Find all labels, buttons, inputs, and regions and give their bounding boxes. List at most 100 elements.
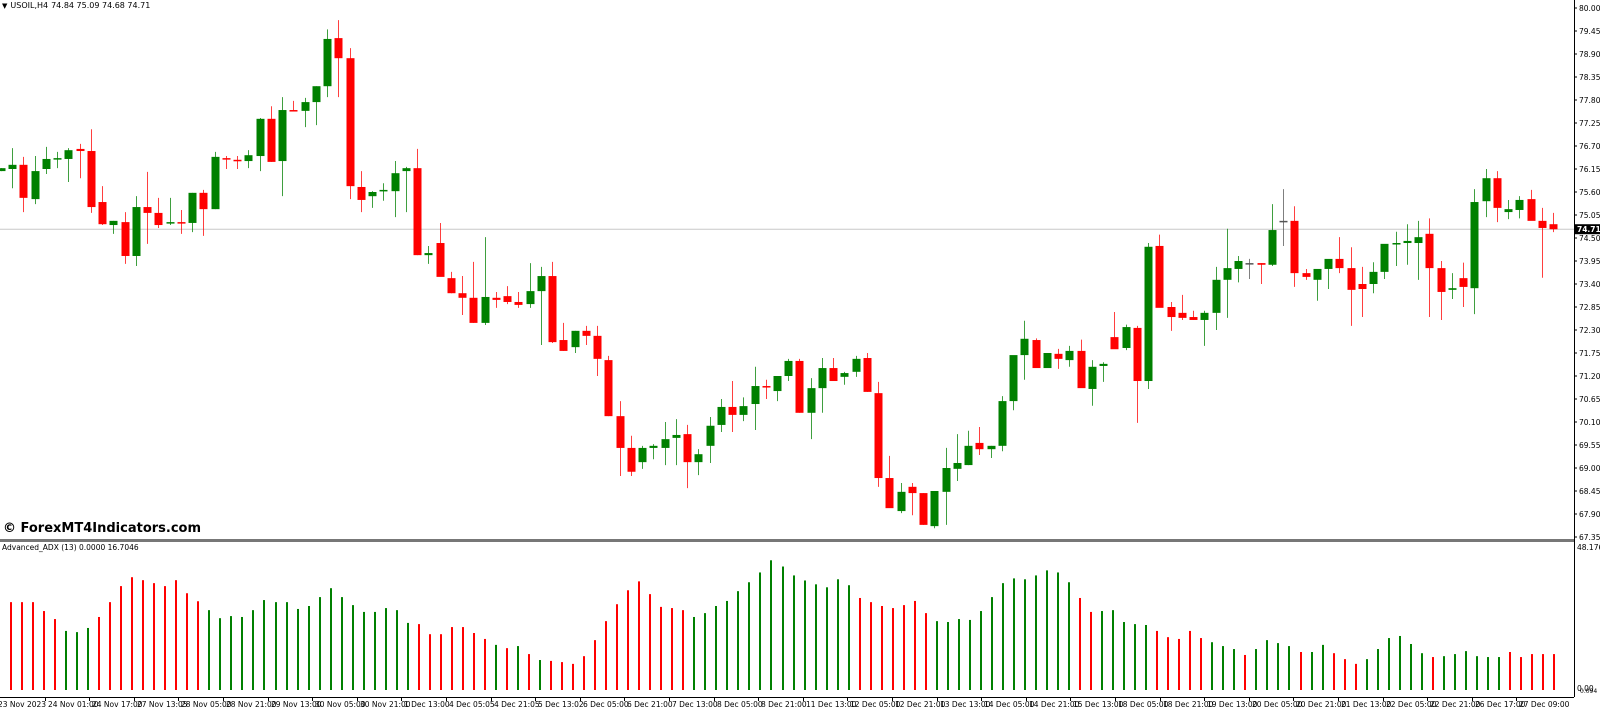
candle bbox=[762, 379, 771, 399]
price-label: 79.45 bbox=[1579, 27, 1600, 36]
adx-bar bbox=[1046, 570, 1048, 690]
candle bbox=[627, 435, 636, 476]
adx-bar bbox=[186, 593, 188, 690]
adx-bar bbox=[506, 648, 508, 690]
adx-bar bbox=[230, 616, 232, 690]
candle bbox=[391, 161, 400, 218]
candle bbox=[919, 493, 928, 525]
candle bbox=[1482, 169, 1491, 218]
candle bbox=[706, 416, 715, 463]
candle bbox=[1347, 247, 1356, 326]
time-label: 8 Dec 05:00 bbox=[717, 700, 763, 709]
watermark: © ForexMT4Indicators.com bbox=[3, 521, 202, 536]
adx-bar bbox=[363, 611, 365, 690]
candle bbox=[222, 156, 231, 169]
candle bbox=[1223, 228, 1232, 318]
candle bbox=[1110, 312, 1119, 350]
candle bbox=[717, 399, 726, 433]
triangle-down-icon[interactable]: ▼ bbox=[2, 1, 8, 10]
candle bbox=[514, 291, 523, 308]
candle bbox=[874, 381, 883, 487]
adx-bar bbox=[440, 634, 442, 690]
candle bbox=[76, 143, 85, 179]
adx-bar bbox=[164, 586, 166, 690]
time-label: 13 Dec 13:00 bbox=[940, 700, 991, 709]
candle bbox=[177, 209, 186, 234]
candle bbox=[1459, 262, 1468, 307]
candle bbox=[1167, 301, 1176, 331]
candle bbox=[1065, 345, 1074, 367]
candle bbox=[1268, 204, 1277, 267]
candle bbox=[773, 376, 782, 402]
adx-bar bbox=[131, 577, 133, 690]
adx-bar bbox=[1366, 659, 1368, 690]
candle bbox=[1009, 355, 1018, 411]
candle bbox=[638, 445, 647, 469]
adx-bar bbox=[153, 583, 155, 690]
time-label: 20 Dec 21:00 bbox=[1296, 700, 1347, 709]
adx-bar bbox=[517, 646, 519, 690]
time-label: 30 Nov 21:00 bbox=[360, 700, 411, 709]
candle bbox=[1335, 237, 1344, 274]
adx-bar bbox=[1090, 611, 1092, 690]
time-label: 8 Dec 21:00 bbox=[761, 700, 807, 709]
adx-bar bbox=[308, 605, 310, 690]
candle bbox=[1358, 266, 1367, 318]
adx-bar bbox=[804, 580, 806, 690]
candle bbox=[289, 100, 298, 112]
candle bbox=[1043, 353, 1052, 369]
time-label: 28 Nov 21:00 bbox=[226, 700, 277, 709]
adx-bar bbox=[704, 613, 706, 690]
candle bbox=[1414, 220, 1423, 280]
candle bbox=[672, 419, 681, 466]
adx-bar bbox=[892, 608, 894, 690]
adx-bar bbox=[1013, 578, 1015, 690]
adx-bar bbox=[54, 619, 56, 690]
candle bbox=[1077, 339, 1086, 389]
adx-bar bbox=[837, 579, 839, 690]
adx-bar bbox=[925, 613, 927, 690]
adx-bar bbox=[583, 656, 585, 690]
candle bbox=[323, 29, 332, 98]
adx-bar bbox=[109, 602, 111, 690]
pane-separator[interactable] bbox=[0, 539, 1574, 542]
adx-bar bbox=[627, 590, 629, 690]
adx-bar bbox=[649, 594, 651, 690]
candle bbox=[109, 220, 118, 234]
adx-bar bbox=[98, 616, 100, 690]
time-label: 29 Nov 13:00 bbox=[271, 700, 322, 709]
candle bbox=[267, 106, 276, 162]
adx-bar bbox=[947, 622, 949, 690]
adx-bar bbox=[826, 587, 828, 690]
adx-bar bbox=[1101, 611, 1103, 690]
adx-bar bbox=[385, 608, 387, 690]
indicator-max-label: 48.176 bbox=[1577, 543, 1600, 552]
adx-bar bbox=[87, 627, 89, 690]
candle bbox=[53, 151, 62, 169]
price-label: 77.25 bbox=[1579, 119, 1600, 128]
price-label: 72.30 bbox=[1579, 326, 1600, 335]
candle bbox=[19, 156, 28, 213]
candle bbox=[402, 166, 411, 213]
candle bbox=[1425, 218, 1434, 318]
adx-bar bbox=[330, 588, 332, 690]
time-label: 22 Dec 21:00 bbox=[1430, 700, 1481, 709]
adx-bar bbox=[252, 610, 254, 690]
candle bbox=[0, 168, 6, 172]
candle bbox=[98, 186, 107, 226]
price-axis: 80.00 79.45 78.90 78.35 77.80 77.25 76.70 76.15… bbox=[1574, 4, 1600, 542]
adx-bar bbox=[881, 605, 883, 690]
time-label: 12 Dec 05:00 bbox=[850, 700, 901, 709]
candle bbox=[244, 150, 253, 169]
adx-bar bbox=[473, 633, 475, 690]
adx-bar bbox=[1443, 656, 1445, 690]
adx-bar bbox=[693, 616, 695, 690]
adx-bar bbox=[65, 630, 67, 690]
price-label: 70.65 bbox=[1579, 395, 1600, 404]
adx-bar bbox=[43, 611, 45, 690]
price-label: 80.00 bbox=[1579, 4, 1600, 13]
candle bbox=[1279, 189, 1288, 246]
